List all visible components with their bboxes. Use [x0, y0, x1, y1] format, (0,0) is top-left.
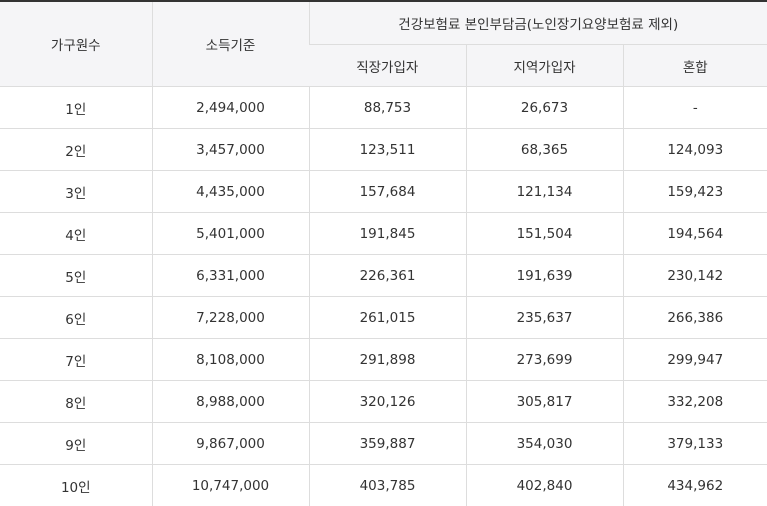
cell-mixed-premium: -	[622, 86, 767, 129]
cell-employee-premium: 261,015	[308, 296, 466, 339]
table-row: 3인 4,435,000 157,684 121,134 159,423	[0, 170, 767, 213]
header-regional: 지역가입자	[465, 44, 623, 87]
cell-regional-premium: 402,840	[465, 464, 623, 506]
cell-regional-premium: 191,639	[465, 254, 623, 297]
cell-household-size: 8인	[0, 380, 152, 423]
cell-mixed-premium: 434,962	[622, 464, 767, 506]
cell-mixed-premium: 299,947	[622, 338, 767, 381]
cell-income-standard: 10,747,000	[151, 464, 309, 506]
cell-mixed-premium: 266,386	[622, 296, 767, 339]
table-row: 9인 9,867,000 359,887 354,030 379,133	[0, 422, 767, 465]
cell-income-standard: 4,435,000	[151, 170, 309, 213]
cell-regional-premium: 235,637	[465, 296, 623, 339]
cell-household-size: 5인	[0, 254, 152, 297]
cell-employee-premium: 88,753	[308, 86, 466, 129]
table-row: 2인 3,457,000 123,511 68,365 124,093	[0, 128, 767, 171]
cell-regional-premium: 121,134	[465, 170, 623, 213]
cell-household-size: 2인	[0, 128, 152, 171]
cell-mixed-premium: 194,564	[622, 212, 767, 255]
cell-income-standard: 9,867,000	[151, 422, 309, 465]
cell-household-size: 4인	[0, 212, 152, 255]
table-body: 1인 2,494,000 88,753 26,673-2인 3,457,000 123,5…	[0, 86, 767, 506]
cell-income-standard: 5,401,000	[151, 212, 309, 255]
header-income-standard: 소득기준	[151, 1, 309, 87]
cell-income-standard: 8,108,000	[151, 338, 309, 381]
cell-household-size: 3인	[0, 170, 152, 213]
header-mixed: 혼합	[622, 44, 767, 87]
cell-mixed-premium: 124,093	[622, 128, 767, 171]
cell-mixed-premium: 332,208	[622, 380, 767, 423]
cell-mixed-premium: 379,133	[622, 422, 767, 465]
cell-mixed-premium: 230,142	[622, 254, 767, 297]
table-row: 1인 2,494,000 88,753 26,673-	[0, 86, 767, 129]
cell-employee-premium: 123,511	[308, 128, 466, 171]
cell-household-size: 10인	[60, 479, 91, 496]
cell-income-standard: 2,494,000	[151, 86, 309, 129]
table-row: 8인 8,988,000 320,126 305,817 332,208	[0, 380, 767, 423]
cell-household-size: 1인	[0, 86, 152, 129]
table-header: 가구원수 소득기준 건강보험료 본인부담금(노인장기요양보험료 제외) 직장가입…	[0, 1, 767, 87]
cell-income-standard: 8,988,000	[151, 380, 309, 423]
cell-employee-premium: 359,887	[308, 422, 466, 465]
header-premium-group: 건강보험료 본인부담금(노인장기요양보험료 제외)	[308, 1, 767, 45]
cell-household-size: 7인	[0, 338, 152, 381]
cell-regional-premium: 305,817	[465, 380, 623, 423]
cell-household-size: 9인	[0, 422, 152, 465]
table-row: 4인 5,401,000 191,845 151,504 194,564	[0, 212, 767, 255]
cell-mixed-premium: 159,423	[622, 170, 767, 213]
cell-regional-premium: 151,504	[465, 212, 623, 255]
cell-employee-premium: 320,126	[308, 380, 466, 423]
header-employee: 직장가입자	[309, 44, 466, 87]
cell-employee-premium: 191,845	[308, 212, 466, 255]
cell-employee-premium: 403,785	[308, 464, 466, 506]
cell-income-standard: 3,457,000	[151, 128, 309, 171]
cell-employee-premium: 157,684	[308, 170, 466, 213]
table-row: 5인 6,331,000 226,361 191,639 230,142	[0, 254, 767, 297]
cell-income-standard: 7,228,000	[151, 296, 309, 339]
header-household-size: 가구원수	[0, 1, 152, 87]
cell-income-standard: 6,331,000	[151, 254, 309, 297]
table-row: 7인 8,108,000 291,898 273,699 299,947	[0, 338, 767, 381]
header-row-top: 가구원수 소득기준 건강보험료 본인부담금(노인장기요양보험료 제외)	[0, 1, 767, 87]
cell-household-size: 6인	[0, 296, 152, 339]
cell-employee-premium: 291,898	[308, 338, 466, 381]
cell-employee-premium: 226,361	[308, 254, 466, 297]
table-row: 10인 10,747,000 403,785 402,840 434,962	[0, 464, 767, 506]
cell-regional-premium: 26,673	[465, 86, 623, 129]
cell-regional-premium: 273,699	[465, 338, 623, 381]
header-row-sub: 직장가입자 지역가입자 혼합	[0, 44, 767, 87]
cell-regional-premium: 68,365	[465, 128, 623, 171]
table-row: 6인 7,228,000 261,015 235,637 266,386	[0, 296, 767, 339]
cell-regional-premium: 354,030	[465, 422, 623, 465]
